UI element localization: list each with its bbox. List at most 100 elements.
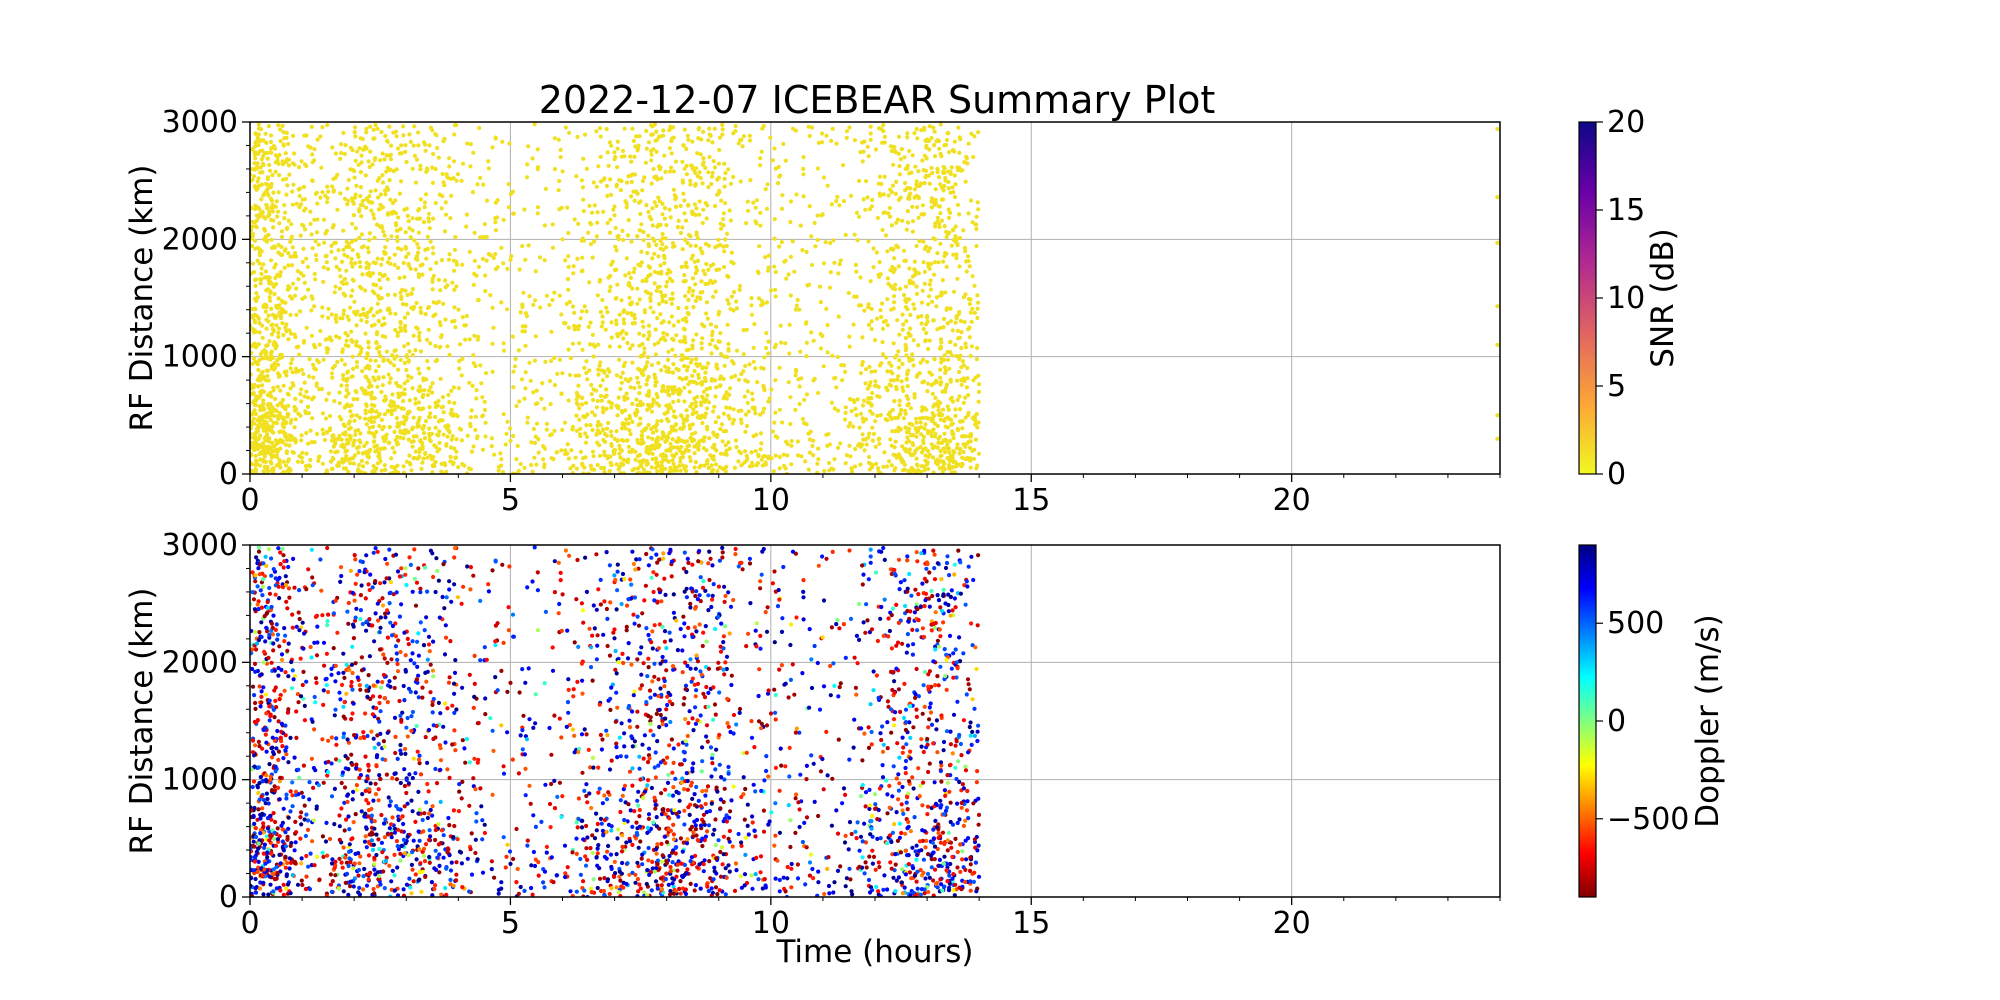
data-point (876, 272, 881, 277)
data-point (417, 207, 422, 212)
data-point (649, 409, 655, 414)
data-point (938, 375, 943, 380)
data-point (423, 451, 428, 456)
data-point (721, 376, 726, 382)
data-point (702, 324, 707, 329)
data-point (717, 465, 722, 470)
data-point (566, 398, 571, 403)
data-point (402, 387, 407, 392)
data-point (607, 288, 612, 294)
data-point (853, 406, 858, 411)
data-point (581, 238, 587, 243)
data-point (324, 260, 329, 265)
data-point (544, 293, 550, 298)
data-point (807, 450, 813, 455)
data-point (260, 422, 266, 427)
data-point (380, 180, 386, 185)
data-point (445, 434, 450, 439)
data-point (694, 268, 700, 273)
data-point (279, 229, 285, 234)
data-point (661, 384, 666, 389)
data-point (450, 280, 455, 285)
data-point (640, 433, 645, 438)
data-point (938, 151, 943, 156)
data-point (665, 434, 670, 439)
data-point (910, 352, 915, 357)
data-point (705, 406, 710, 411)
data-point (699, 341, 704, 346)
data-point (348, 305, 353, 310)
data-point (974, 666, 979, 672)
data-point (922, 125, 927, 130)
data-point (815, 166, 821, 171)
data-point (628, 154, 633, 159)
data-point (277, 152, 282, 157)
data-point (642, 308, 647, 313)
data-point (250, 167, 255, 172)
data-point (259, 371, 264, 376)
data-point (301, 246, 306, 251)
data-point (306, 411, 311, 416)
data-point (661, 319, 666, 324)
data-point (669, 136, 675, 141)
data-point (449, 437, 454, 442)
data-point (919, 321, 924, 326)
data-point (894, 220, 899, 225)
data-point (377, 277, 382, 283)
data-point (256, 395, 261, 400)
data-point (278, 127, 283, 132)
data-point (812, 220, 817, 226)
data-point (775, 181, 781, 186)
data-point (387, 380, 392, 385)
data-point (268, 139, 274, 145)
data-point (252, 382, 257, 388)
data-point (975, 293, 980, 298)
data-point (367, 231, 372, 236)
data-point (464, 313, 469, 319)
data-point (648, 298, 653, 303)
data-point (655, 435, 661, 440)
data-point (368, 149, 373, 154)
data-point (893, 191, 898, 196)
data-point (700, 290, 705, 295)
data-point (567, 372, 573, 378)
data-point (695, 236, 701, 241)
data-point (730, 359, 735, 364)
data-point (271, 328, 276, 334)
data-point (623, 408, 628, 413)
data-point (938, 337, 944, 342)
data-point (354, 183, 359, 188)
data-point (382, 157, 387, 162)
data-point (288, 254, 293, 259)
data-point (690, 373, 695, 378)
data-point (635, 301, 640, 306)
data-point (920, 203, 926, 208)
data-point (452, 446, 457, 451)
data-point (783, 158, 788, 163)
data-point (325, 200, 330, 205)
data-point (266, 213, 271, 219)
bottom-grid (250, 545, 1500, 897)
data-point (401, 470, 407, 474)
data-point (532, 440, 538, 446)
data-point (927, 294, 932, 299)
top-grid (250, 122, 1500, 474)
data-point (652, 281, 657, 286)
data-point (829, 138, 834, 143)
data-point (914, 428, 919, 433)
data-point (323, 254, 328, 259)
data-point (250, 243, 255, 249)
data-point (282, 248, 287, 253)
data-point (963, 341, 968, 346)
data-point (626, 421, 631, 426)
data-point (903, 449, 909, 454)
data-point (467, 249, 472, 254)
data-point (976, 399, 981, 404)
data-point (773, 269, 778, 275)
data-point (671, 468, 677, 473)
data-point (295, 269, 300, 274)
data-point (621, 237, 626, 243)
data-point (664, 458, 669, 463)
data-point (591, 180, 596, 185)
data-point (419, 310, 424, 315)
